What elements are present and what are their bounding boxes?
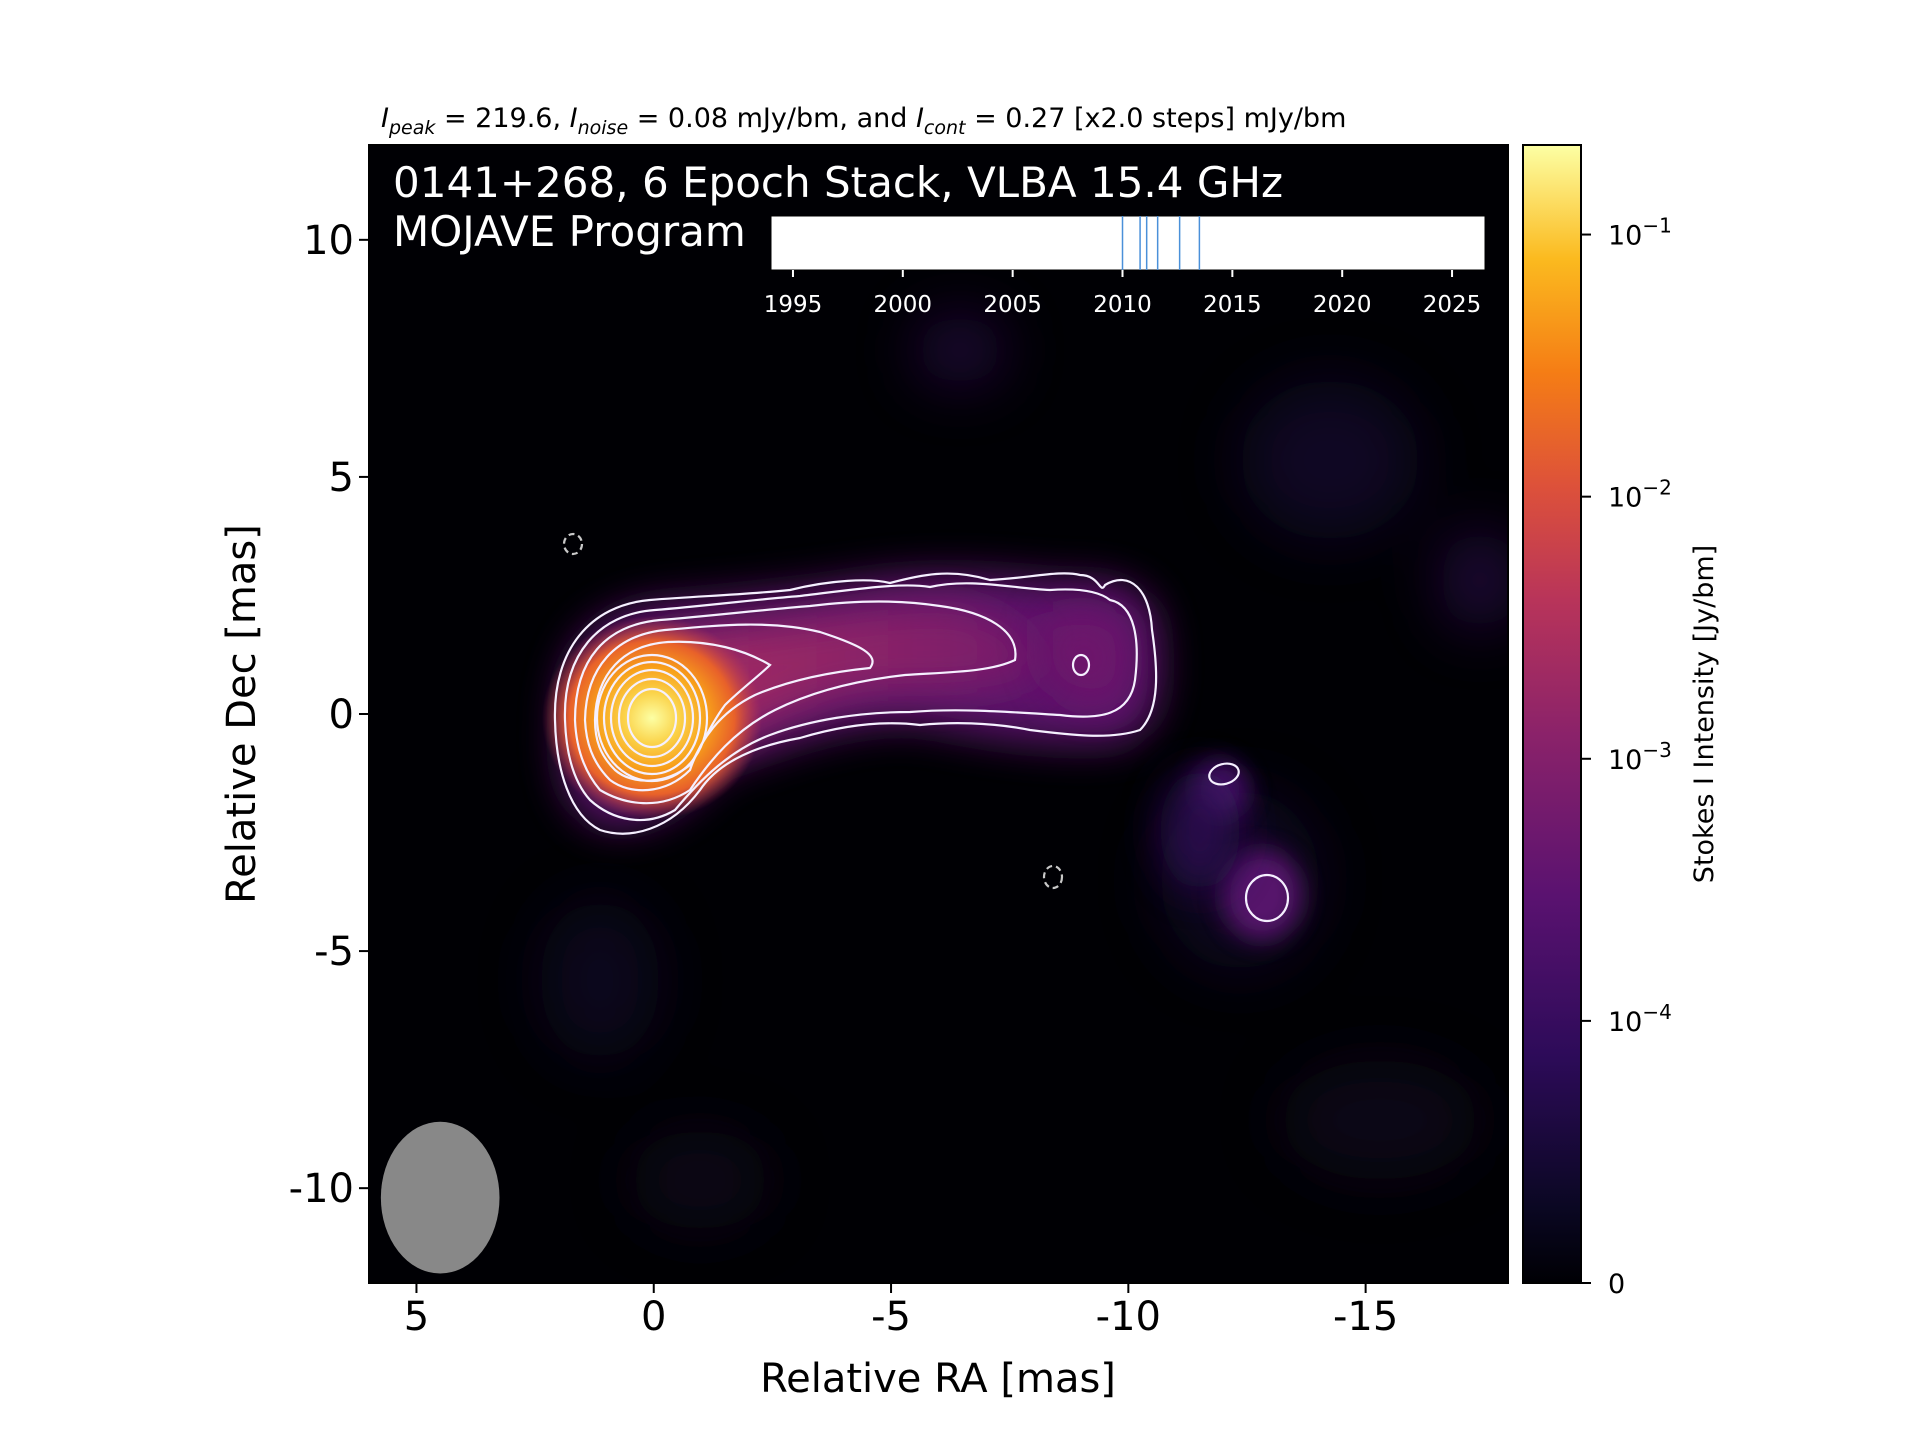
epoch-timeline: 1995 2000 2005 2010 2015 2020 2025 <box>764 215 1486 318</box>
noise-text: = 0.08 mJy/bm, and <box>628 103 916 134</box>
contour-blob-2 <box>1244 873 1290 923</box>
timeline-tick-label: 1995 <box>764 292 823 318</box>
x-tick-label: 0 <box>641 1294 666 1340</box>
y-tick-label: -5 <box>314 929 354 975</box>
chart-header: Ipeak = 219.6, Inoise = 0.08 mJy/bm, and… <box>381 103 1346 139</box>
contour-7 <box>602 660 702 776</box>
colorbar: 10−1 10−2 10−3 10−4 0 Stokes I Intensity [Jy… <box>1522 144 1720 1300</box>
timeline-tick-label: 2020 <box>1313 292 1372 318</box>
contour-negative-1 <box>562 532 584 556</box>
colorbar-gradient <box>1522 144 1582 1284</box>
timeline-tick-label: 2025 <box>1423 292 1482 318</box>
y-tick-label: -10 <box>289 1166 354 1212</box>
colorbar-tick-label: 10−4 <box>1608 1000 1672 1038</box>
contour-3 <box>573 600 1017 805</box>
chart-subtitle: MOJAVE Program <box>393 207 746 256</box>
noise-symbol: I <box>570 103 578 134</box>
colorbar-tick-label: 10−2 <box>1608 476 1672 514</box>
x-tick-label: -5 <box>871 1294 911 1340</box>
contour-4 <box>583 623 874 792</box>
contours <box>553 532 1290 923</box>
cont-subscript: cont <box>924 117 967 139</box>
cont-text: = 0.27 [x2.0 steps] mJy/bm <box>965 103 1346 134</box>
peak-text: = 219.6, <box>435 103 569 134</box>
y-tick-label: 5 <box>329 455 354 501</box>
contour-outer <box>553 572 1158 835</box>
timeline-tick-label: 2010 <box>1093 292 1152 318</box>
y-tick-label: 10 <box>303 218 354 264</box>
chart-title: 0141+268, 6 Epoch Stack, VLBA 15.4 GHz <box>393 158 1283 207</box>
peak-subscript: peak <box>388 117 436 139</box>
y-axis-label: Relative Dec [mas] <box>219 524 265 904</box>
contour-6 <box>595 653 709 783</box>
contour-2 <box>563 582 1138 822</box>
image-plot <box>368 144 1509 1284</box>
timeline-epochs <box>1121 216 1201 270</box>
timeline-tick-label: 2005 <box>983 292 1042 318</box>
x-tick-label: 5 <box>404 1294 429 1340</box>
contour-blob-1 <box>1208 762 1240 786</box>
beam-ellipse <box>380 1121 500 1274</box>
contour-knot <box>1071 653 1091 677</box>
contour-9 <box>617 677 687 759</box>
contour-5 <box>593 640 772 782</box>
timeline-ticks: 1995 2000 2005 2010 2015 2020 2025 <box>764 270 1482 318</box>
colorbar-label: Stokes I Intensity [Jy/bm] <box>1689 545 1720 883</box>
cont-symbol: I <box>916 103 924 134</box>
colorbar-tick-label: 10−3 <box>1608 738 1672 776</box>
colorbar-ticks: 10−1 10−2 10−3 10−4 0 <box>1581 214 1672 1300</box>
timeline-tick-label: 2015 <box>1203 292 1262 318</box>
x-axis-label: Relative RA [mas] <box>760 1356 1116 1402</box>
peak-symbol: I <box>381 103 389 134</box>
y-tick-label: 0 <box>329 692 354 738</box>
contour-negative-2 <box>1042 864 1064 890</box>
colorbar-tick-label: 10−1 <box>1608 214 1672 252</box>
noise-subscript: noise <box>578 117 629 139</box>
y-axis-ticks: 10 5 0 -5 -10 <box>289 218 369 1212</box>
timeline-tick-label: 2000 <box>874 292 933 318</box>
x-tick-label: -10 <box>1096 1294 1161 1340</box>
contour-10 <box>626 687 678 749</box>
contour-8 <box>609 668 695 768</box>
x-axis-ticks: 5 0 -5 -10 -15 <box>404 1283 1398 1340</box>
timeline-box <box>770 215 1486 271</box>
x-tick-label: -15 <box>1333 1294 1398 1340</box>
colorbar-tick-label: 0 <box>1608 1269 1625 1300</box>
